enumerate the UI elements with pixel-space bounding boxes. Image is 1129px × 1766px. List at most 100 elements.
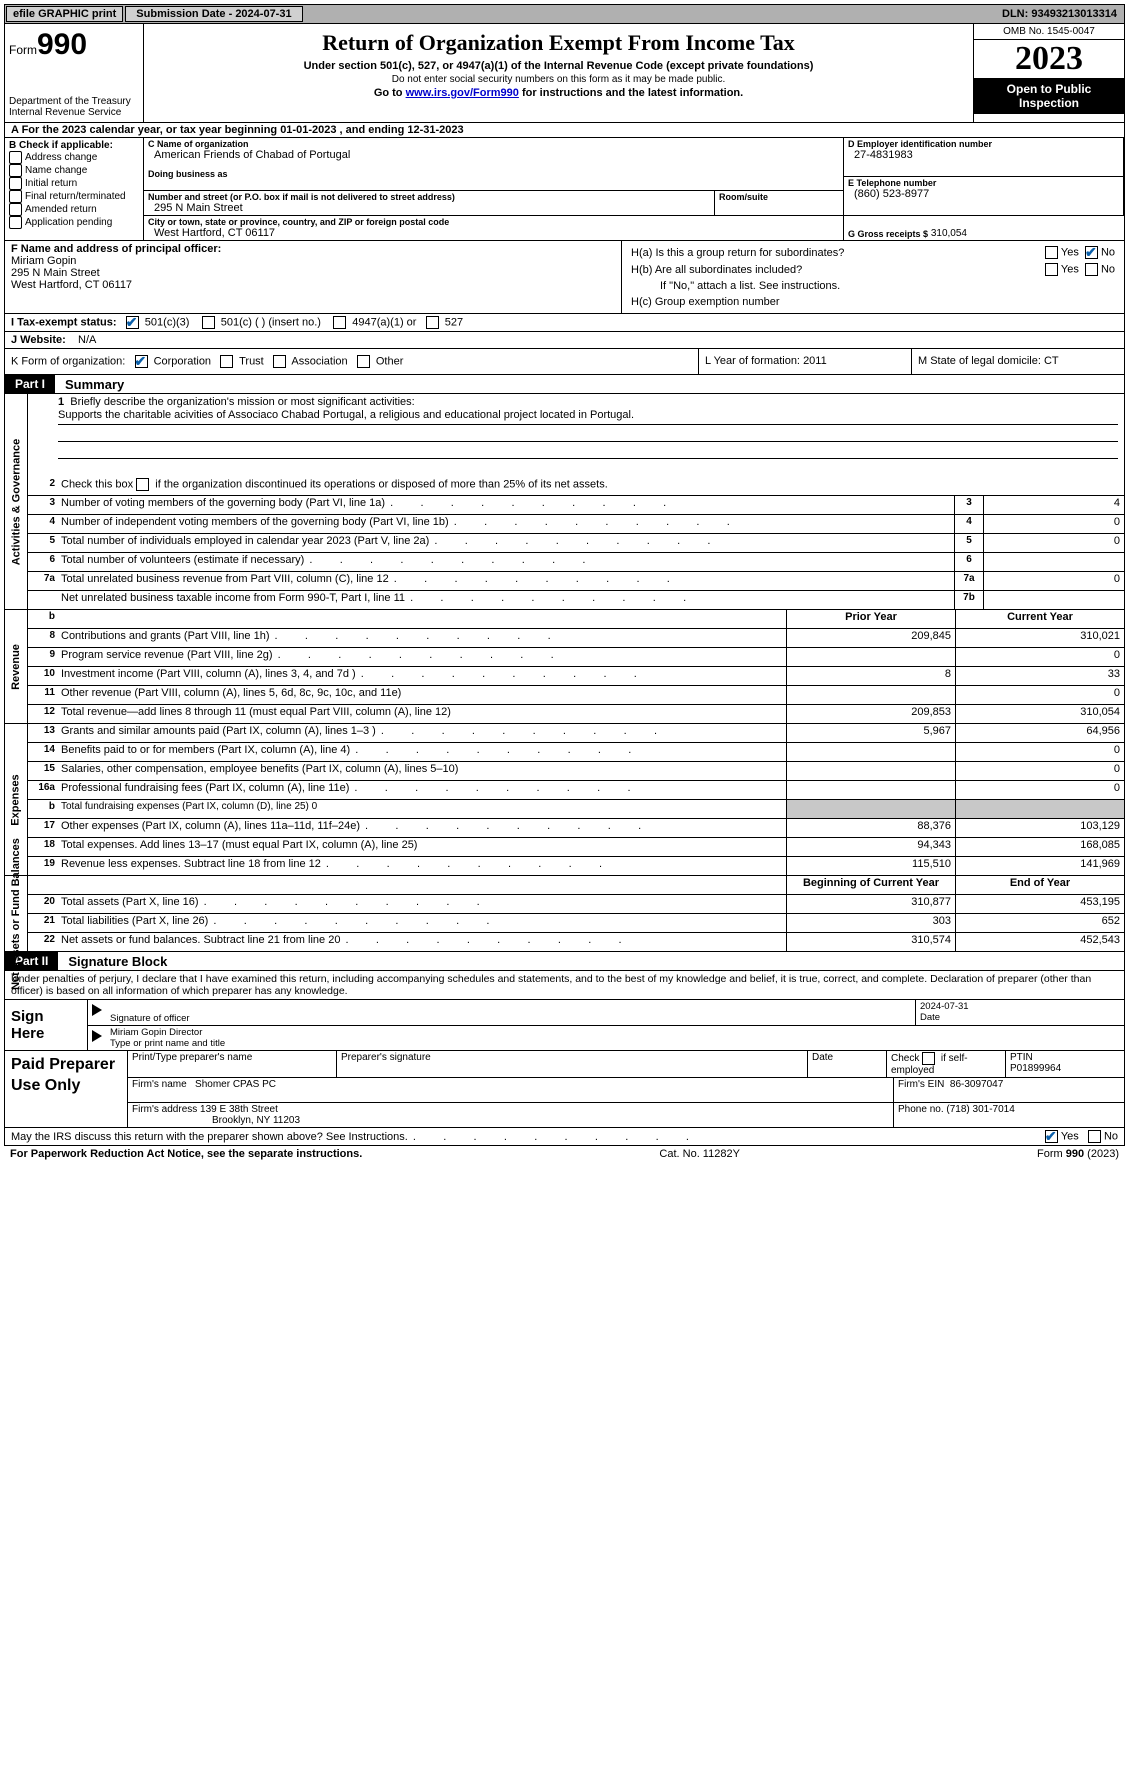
website-label: J Website: — [11, 334, 66, 346]
check-amended[interactable] — [9, 203, 22, 216]
check-assoc[interactable] — [273, 355, 286, 368]
officer-label: F Name and address of principal officer: — [11, 243, 615, 255]
check-other[interactable] — [357, 355, 370, 368]
firm-ein: 86-3097047 — [950, 1079, 1003, 1090]
check-527[interactable] — [426, 316, 439, 329]
phone-label: E Telephone number — [848, 178, 1119, 188]
officer-street: 295 N Main Street — [11, 267, 615, 279]
line-21: Total liabilities (Part X, line 26) — [58, 914, 786, 932]
open-inspection: Open to Public Inspection — [974, 78, 1124, 114]
tax-year: 2023 — [974, 40, 1124, 78]
h-a-label: H(a) Is this a group return for subordin… — [630, 245, 993, 260]
irs-link[interactable]: www.irs.gov/Form990 — [406, 87, 519, 99]
line-10: Investment income (Part VIII, column (A)… — [58, 667, 786, 685]
hb-yes[interactable] — [1045, 263, 1058, 276]
prep-sig-label: Preparer's signature — [337, 1051, 808, 1077]
year-formation: 2011 — [803, 355, 827, 367]
form-footer: Form 990 (2023) — [1037, 1148, 1119, 1160]
check-final-return[interactable] — [9, 190, 22, 203]
arrow-icon — [92, 1004, 102, 1016]
top-bar: efile GRAPHIC print Submission Date - 20… — [4, 4, 1125, 24]
line-12: Total revenue—add lines 8 through 11 (mu… — [58, 705, 786, 723]
sig-date-label: Date — [920, 1012, 1120, 1023]
phone: (860) 523-8977 — [848, 188, 1119, 200]
efile-button[interactable]: efile GRAPHIC print — [6, 6, 123, 22]
officer-signed-name: Miriam Gopin Director — [110, 1027, 1120, 1038]
sig-date: 2024-07-31 — [920, 1001, 1120, 1012]
ha-yes[interactable] — [1045, 246, 1058, 259]
line-19: Revenue less expenses. Subtract line 18 … — [58, 857, 786, 875]
line-15: Salaries, other compensation, employee b… — [58, 762, 786, 780]
gross-receipts: 310,054 — [931, 228, 967, 239]
line-9: Program service revenue (Part VIII, line… — [58, 648, 786, 666]
col-begin: Beginning of Current Year — [786, 876, 955, 894]
h-b-note: If "No," attach a list. See instructions… — [630, 279, 1116, 293]
check-discontinued[interactable] — [136, 478, 149, 491]
val-4: 0 — [983, 515, 1124, 533]
city: West Hartford, CT 06117 — [148, 227, 839, 239]
check-trust[interactable] — [220, 355, 233, 368]
vtab-activities: Activities & Governance — [10, 438, 22, 565]
line-20: Total assets (Part X, line 16) — [58, 895, 786, 913]
discuss-no[interactable] — [1088, 1130, 1101, 1143]
line-3: Number of voting members of the governin… — [58, 496, 954, 514]
check-501c3[interactable] — [126, 316, 139, 329]
line-7b: Net unrelated business taxable income fr… — [58, 591, 954, 609]
line-16a: Professional fundraising fees (Part IX, … — [58, 781, 786, 799]
line-8: Contributions and grants (Part VIII, lin… — [58, 629, 786, 647]
check-initial-return[interactable] — [9, 177, 22, 190]
val-7b — [983, 591, 1124, 609]
discuss-question: May the IRS discuss this return with the… — [11, 1131, 691, 1143]
check-address-change[interactable] — [9, 151, 22, 164]
sig-officer-label: Signature of officer — [110, 1013, 911, 1024]
check-4947[interactable] — [333, 316, 346, 329]
vtab-revenue: Revenue — [10, 644, 22, 690]
omb-number: OMB No. 1545-0047 — [974, 24, 1124, 40]
ptin: P01899964 — [1010, 1063, 1120, 1074]
signature-intro: Under penalties of perjury, I declare th… — [4, 971, 1125, 1000]
hb-no[interactable] — [1085, 263, 1098, 276]
line-22: Net assets or fund balances. Subtract li… — [58, 933, 786, 951]
sign-here-label: Sign Here — [5, 1000, 88, 1050]
line-7a: Total unrelated business revenue from Pa… — [58, 572, 954, 590]
ptin-label: PTIN — [1010, 1052, 1120, 1063]
box-b-label: B Check if applicable: — [9, 140, 139, 151]
ha-no[interactable] — [1085, 246, 1098, 259]
mission-q: Briefly describe the organization's miss… — [70, 396, 414, 408]
form-title: Return of Organization Exempt From Incom… — [148, 30, 969, 56]
check-app-pending[interactable] — [9, 216, 22, 229]
firm-phone: (718) 301-7014 — [946, 1104, 1014, 1115]
check-self-employed[interactable] — [922, 1052, 935, 1065]
firm-addr2: Brooklyn, NY 11203 — [132, 1115, 300, 1126]
part-1-header: Part I Summary — [4, 375, 1125, 394]
form-org-label: K Form of organization: — [11, 355, 125, 367]
line-11: Other revenue (Part VIII, column (A), li… — [58, 686, 786, 704]
dept-treasury: Department of the Treasury Internal Reve… — [9, 96, 139, 118]
check-501c[interactable] — [202, 316, 215, 329]
officer-name: Miriam Gopin — [11, 255, 615, 267]
mission-text: Supports the charitable acivities of Ass… — [58, 408, 1118, 425]
discuss-yes[interactable] — [1045, 1130, 1058, 1143]
col-end: End of Year — [955, 876, 1124, 894]
subtitle-1: Under section 501(c), 527, or 4947(a)(1)… — [148, 60, 969, 72]
officer-city: West Hartford, CT 06117 — [11, 279, 615, 291]
line-5: Total number of individuals employed in … — [58, 534, 954, 552]
line-4: Number of independent voting members of … — [58, 515, 954, 533]
check-corp[interactable] — [135, 355, 148, 368]
ein-label: D Employer identification number — [848, 139, 1119, 149]
org-name-label: C Name of organization — [148, 139, 839, 149]
check-name-change[interactable] — [9, 164, 22, 177]
website: N/A — [78, 334, 96, 346]
line-18: Total expenses. Add lines 13–17 (must eq… — [58, 838, 786, 856]
line-14: Benefits paid to or for members (Part IX… — [58, 743, 786, 761]
dln: DLN: 93493213013314 — [1002, 8, 1123, 20]
line-16b: Total fundraising expenses (Part IX, col… — [58, 800, 786, 818]
h-b-label: H(b) Are all subordinates included? — [630, 262, 993, 277]
line-17: Other expenses (Part IX, column (A), lin… — [58, 819, 786, 837]
vtab-net-assets: Net Assets or Fund Balances — [10, 838, 22, 990]
room-label: Room/suite — [719, 192, 839, 202]
val-3: 4 — [983, 496, 1124, 514]
val-5: 0 — [983, 534, 1124, 552]
state-domicile: CT — [1044, 355, 1059, 367]
arrow-icon — [92, 1030, 102, 1042]
